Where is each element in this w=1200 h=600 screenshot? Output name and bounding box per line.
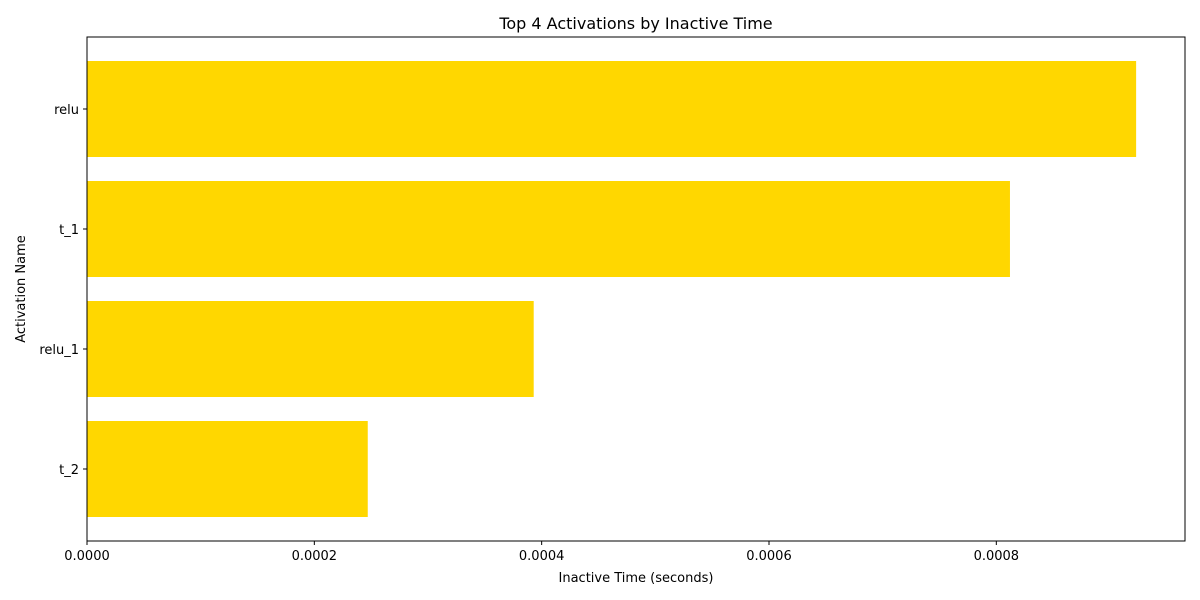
plot-area-frame (86, 36, 1186, 542)
bar-relu (87, 61, 1137, 157)
y-ticks-group: relu t_1 relu_1 t_2 (39, 103, 87, 478)
x-ticks-group: 0.0000 0.0002 0.0004 0.0006 0.0008 (64, 541, 1019, 564)
bar-t_2 (87, 421, 368, 517)
y-tick-label: relu (54, 103, 79, 118)
chart-title: Top 4 Activations by Inactive Time (498, 14, 772, 33)
y-tick-label: t_2 (59, 463, 79, 478)
y-tick-label: t_1 (59, 223, 79, 238)
x-axis-label: Inactive Time (seconds) (559, 571, 714, 586)
x-tick-label: 0.0004 (519, 549, 565, 564)
x-tick-label: 0.0006 (746, 549, 792, 564)
bar-relu_1 (87, 301, 534, 397)
bars-group (87, 61, 1137, 517)
bar-t_1 (87, 181, 1010, 277)
x-tick-label: 0.0002 (292, 549, 338, 564)
y-axis-label: Activation Name (14, 235, 29, 343)
x-tick-label: 0.0000 (64, 549, 110, 564)
x-tick-label: 0.0008 (974, 549, 1020, 564)
y-tick-label: relu_1 (39, 343, 79, 358)
